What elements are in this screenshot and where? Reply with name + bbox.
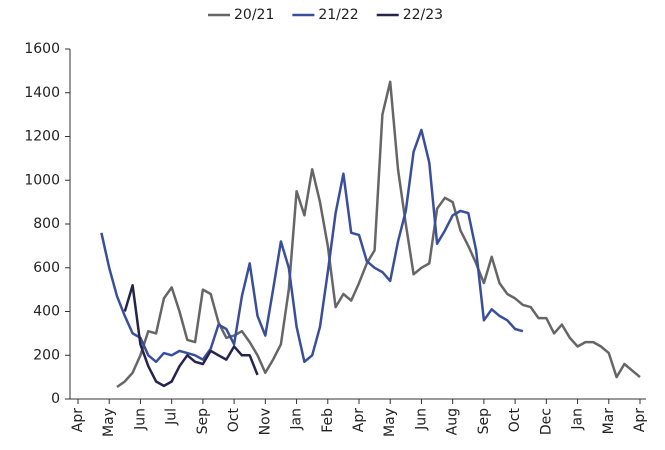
legend-label: 20/21: [234, 7, 274, 23]
y-tick-label: 800: [33, 216, 60, 232]
y-tick-label: 200: [33, 347, 60, 363]
x-tick-label: Sep: [476, 408, 492, 435]
x-tick-label: Jan: [289, 408, 305, 431]
y-tick-label: 1400: [24, 85, 60, 101]
x-tick-label: Oct: [507, 408, 523, 433]
y-tick-label: 0: [51, 391, 60, 407]
x-tick-label: Jun: [413, 408, 429, 431]
x-tick-label: Feb: [320, 408, 336, 433]
x-tick-label: Nov: [257, 408, 273, 435]
x-tick-label: Dec: [538, 408, 554, 435]
legend-label: 21/22: [318, 7, 358, 23]
series-line: [116, 80, 641, 389]
y-tick-label: 1000: [24, 172, 60, 188]
y-tick-label: 400: [33, 304, 60, 320]
series-line: [100, 128, 524, 364]
legend-label: 22/23: [403, 7, 443, 23]
series-line: [123, 284, 259, 388]
x-tick-label: Apr: [351, 408, 367, 432]
x-tick-label: Mar: [601, 408, 617, 435]
x-tick-label: May: [101, 408, 117, 437]
x-tick-label: Oct: [226, 408, 242, 433]
x-tick-label: Jun: [132, 408, 148, 431]
x-tick-label: Apr: [632, 408, 648, 432]
x-tick-label: Aug: [445, 408, 461, 435]
x-tick-label: Jul: [164, 408, 180, 426]
x-tick-label: Apr: [70, 408, 86, 432]
y-tick-label: 1600: [24, 41, 60, 57]
y-tick-label: 1200: [24, 129, 60, 145]
x-tick-label: Jan: [570, 408, 586, 431]
y-tick-label: 600: [33, 260, 60, 276]
x-tick-label: May: [382, 408, 398, 437]
x-tick-label: Sep: [195, 408, 211, 435]
